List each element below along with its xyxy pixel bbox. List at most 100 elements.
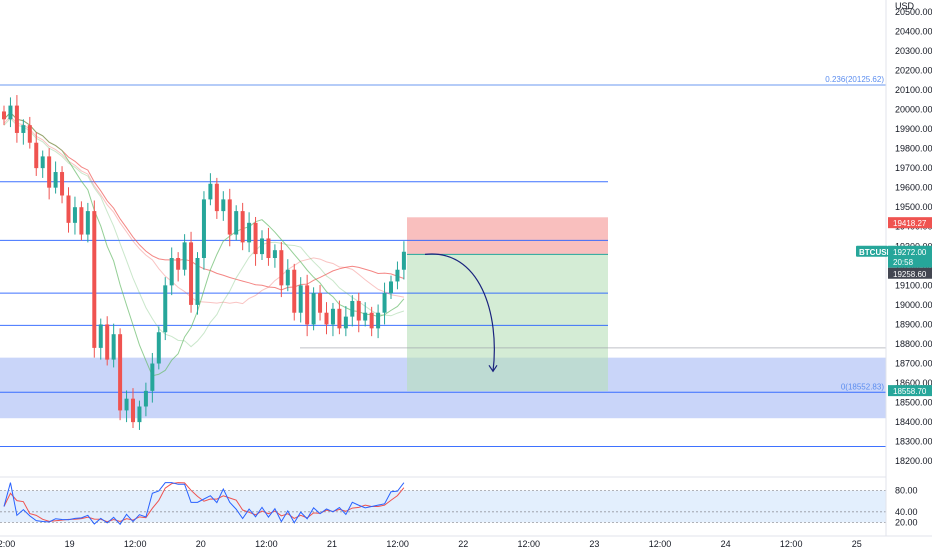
rsi-line — [3, 482, 405, 526]
candle-body — [195, 258, 200, 305]
time-tick-label: 25 — [852, 539, 862, 549]
candle-body — [111, 334, 116, 360]
candle-body — [337, 308, 342, 329]
take-profit-zone[interactable] — [407, 254, 608, 392]
candle-body — [85, 211, 90, 235]
fib-level-label: 0.236(20125.62) — [825, 75, 884, 84]
target-price-badge: 18558.70 — [888, 385, 932, 397]
candle-body — [318, 293, 323, 313]
candle-body — [8, 105, 13, 120]
candle-body — [369, 312, 374, 329]
forecast-arrow[interactable] — [424, 253, 495, 372]
svg-text:19418.27: 19418.27 — [893, 219, 927, 228]
price-tick-label: 18900.00 — [895, 319, 932, 329]
price-tick-label: 18400.00 — [895, 417, 932, 427]
rsi-tick-label: 40.00 — [895, 507, 918, 517]
candle-body — [2, 111, 6, 120]
rsi-band — [0, 490, 886, 523]
svg-text:20:58: 20:58 — [893, 258, 914, 267]
time-tick-label: 24 — [721, 539, 731, 549]
candle-body — [131, 398, 135, 423]
time-tick-label: 22 — [458, 539, 468, 549]
price-tick-label: 18800.00 — [895, 339, 932, 349]
candle-body — [324, 312, 329, 325]
svg-text:19272.00: 19272.00 — [893, 248, 927, 257]
price-tick-label: 18200.00 — [895, 456, 932, 466]
candle-body — [118, 334, 123, 411]
price-tick-label: 20300.00 — [895, 46, 932, 56]
candle-body — [60, 172, 65, 196]
candle-body — [169, 258, 174, 286]
candle-body — [124, 398, 129, 411]
candle-body — [343, 316, 348, 329]
price-tick-label: 18300.00 — [895, 437, 932, 447]
candle-body — [208, 183, 213, 200]
candle-body — [92, 211, 97, 348]
candle-body — [395, 269, 400, 282]
candle-body — [376, 312, 381, 329]
time-tick-label: 20 — [196, 539, 206, 549]
candle-body — [240, 211, 245, 243]
candle-body — [98, 324, 103, 348]
time-tick-label: 12:00 — [780, 539, 803, 549]
candle-body — [253, 222, 258, 255]
entry-price-badge: 19258.60 — [888, 267, 932, 279]
time-tick-label: 12:00 — [255, 539, 278, 549]
stop-price-badge: 19418.27 — [888, 217, 932, 229]
price-tick-label: 20500.00 — [895, 7, 932, 17]
candle-body — [201, 199, 206, 259]
candle-body — [285, 269, 290, 286]
candle-body — [156, 332, 161, 364]
candle-body — [311, 293, 316, 325]
candle-body — [234, 211, 239, 235]
currency-label: USD — [895, 1, 915, 11]
price-tick-label: 20000.00 — [895, 105, 932, 115]
candle-body — [214, 183, 219, 212]
rsi-tick-label: 20.00 — [895, 517, 918, 527]
symbol-badge: BTCUSD — [856, 245, 893, 257]
price-tick-label: 18700.00 — [895, 359, 932, 369]
candle-body — [305, 285, 310, 325]
time-tick-label: 19 — [65, 539, 75, 549]
candle-body — [350, 300, 355, 317]
candle-body — [382, 293, 387, 313]
candle-body — [266, 238, 271, 259]
price-tick-label: 18500.00 — [895, 398, 932, 408]
fib-level-label: 0(18552.83) — [841, 382, 884, 391]
price-tick-label: 19000.00 — [895, 300, 932, 310]
candle-body — [247, 222, 252, 243]
candle-body — [330, 308, 335, 325]
price-tick-label: 20200.00 — [895, 65, 932, 75]
moving-average-fast-2 — [3, 117, 405, 348]
stop-loss-zone[interactable] — [407, 217, 608, 255]
candle-body — [176, 258, 181, 270]
candle-body — [66, 195, 71, 223]
price-tick-label: 20100.00 — [895, 85, 932, 95]
candle-body — [150, 363, 155, 391]
price-tick-label: 19500.00 — [895, 202, 932, 212]
rsi-tick-label: 80.00 — [895, 486, 918, 496]
time-tick-label: 23 — [589, 539, 599, 549]
candle-body — [221, 199, 226, 212]
candle-body — [40, 156, 45, 169]
candle-body — [14, 105, 19, 133]
candle-body — [53, 172, 58, 188]
candle-body — [72, 207, 77, 223]
candle-body — [27, 125, 32, 143]
svg-text:19258.60: 19258.60 — [893, 270, 927, 279]
price-tick-label: 19600.00 — [895, 183, 932, 193]
candle-body — [272, 250, 277, 259]
candle-body — [21, 125, 26, 133]
time-axis[interactable]: 12:00 19 12:00 20 12:00 21 12:00 22 12:00 23 12:00… — [0, 539, 862, 549]
time-tick-label: 21 — [327, 539, 337, 549]
time-tick-label: 12:00 — [518, 539, 541, 549]
candle-body — [292, 269, 297, 313]
candle-body — [356, 300, 361, 321]
candle-body — [279, 250, 284, 286]
svg-text:18558.70: 18558.70 — [893, 387, 927, 396]
arrow-head-icon — [488, 364, 498, 373]
moving-average-slow-2 — [3, 115, 404, 305]
time-tick-label: 12:00 — [124, 539, 147, 549]
